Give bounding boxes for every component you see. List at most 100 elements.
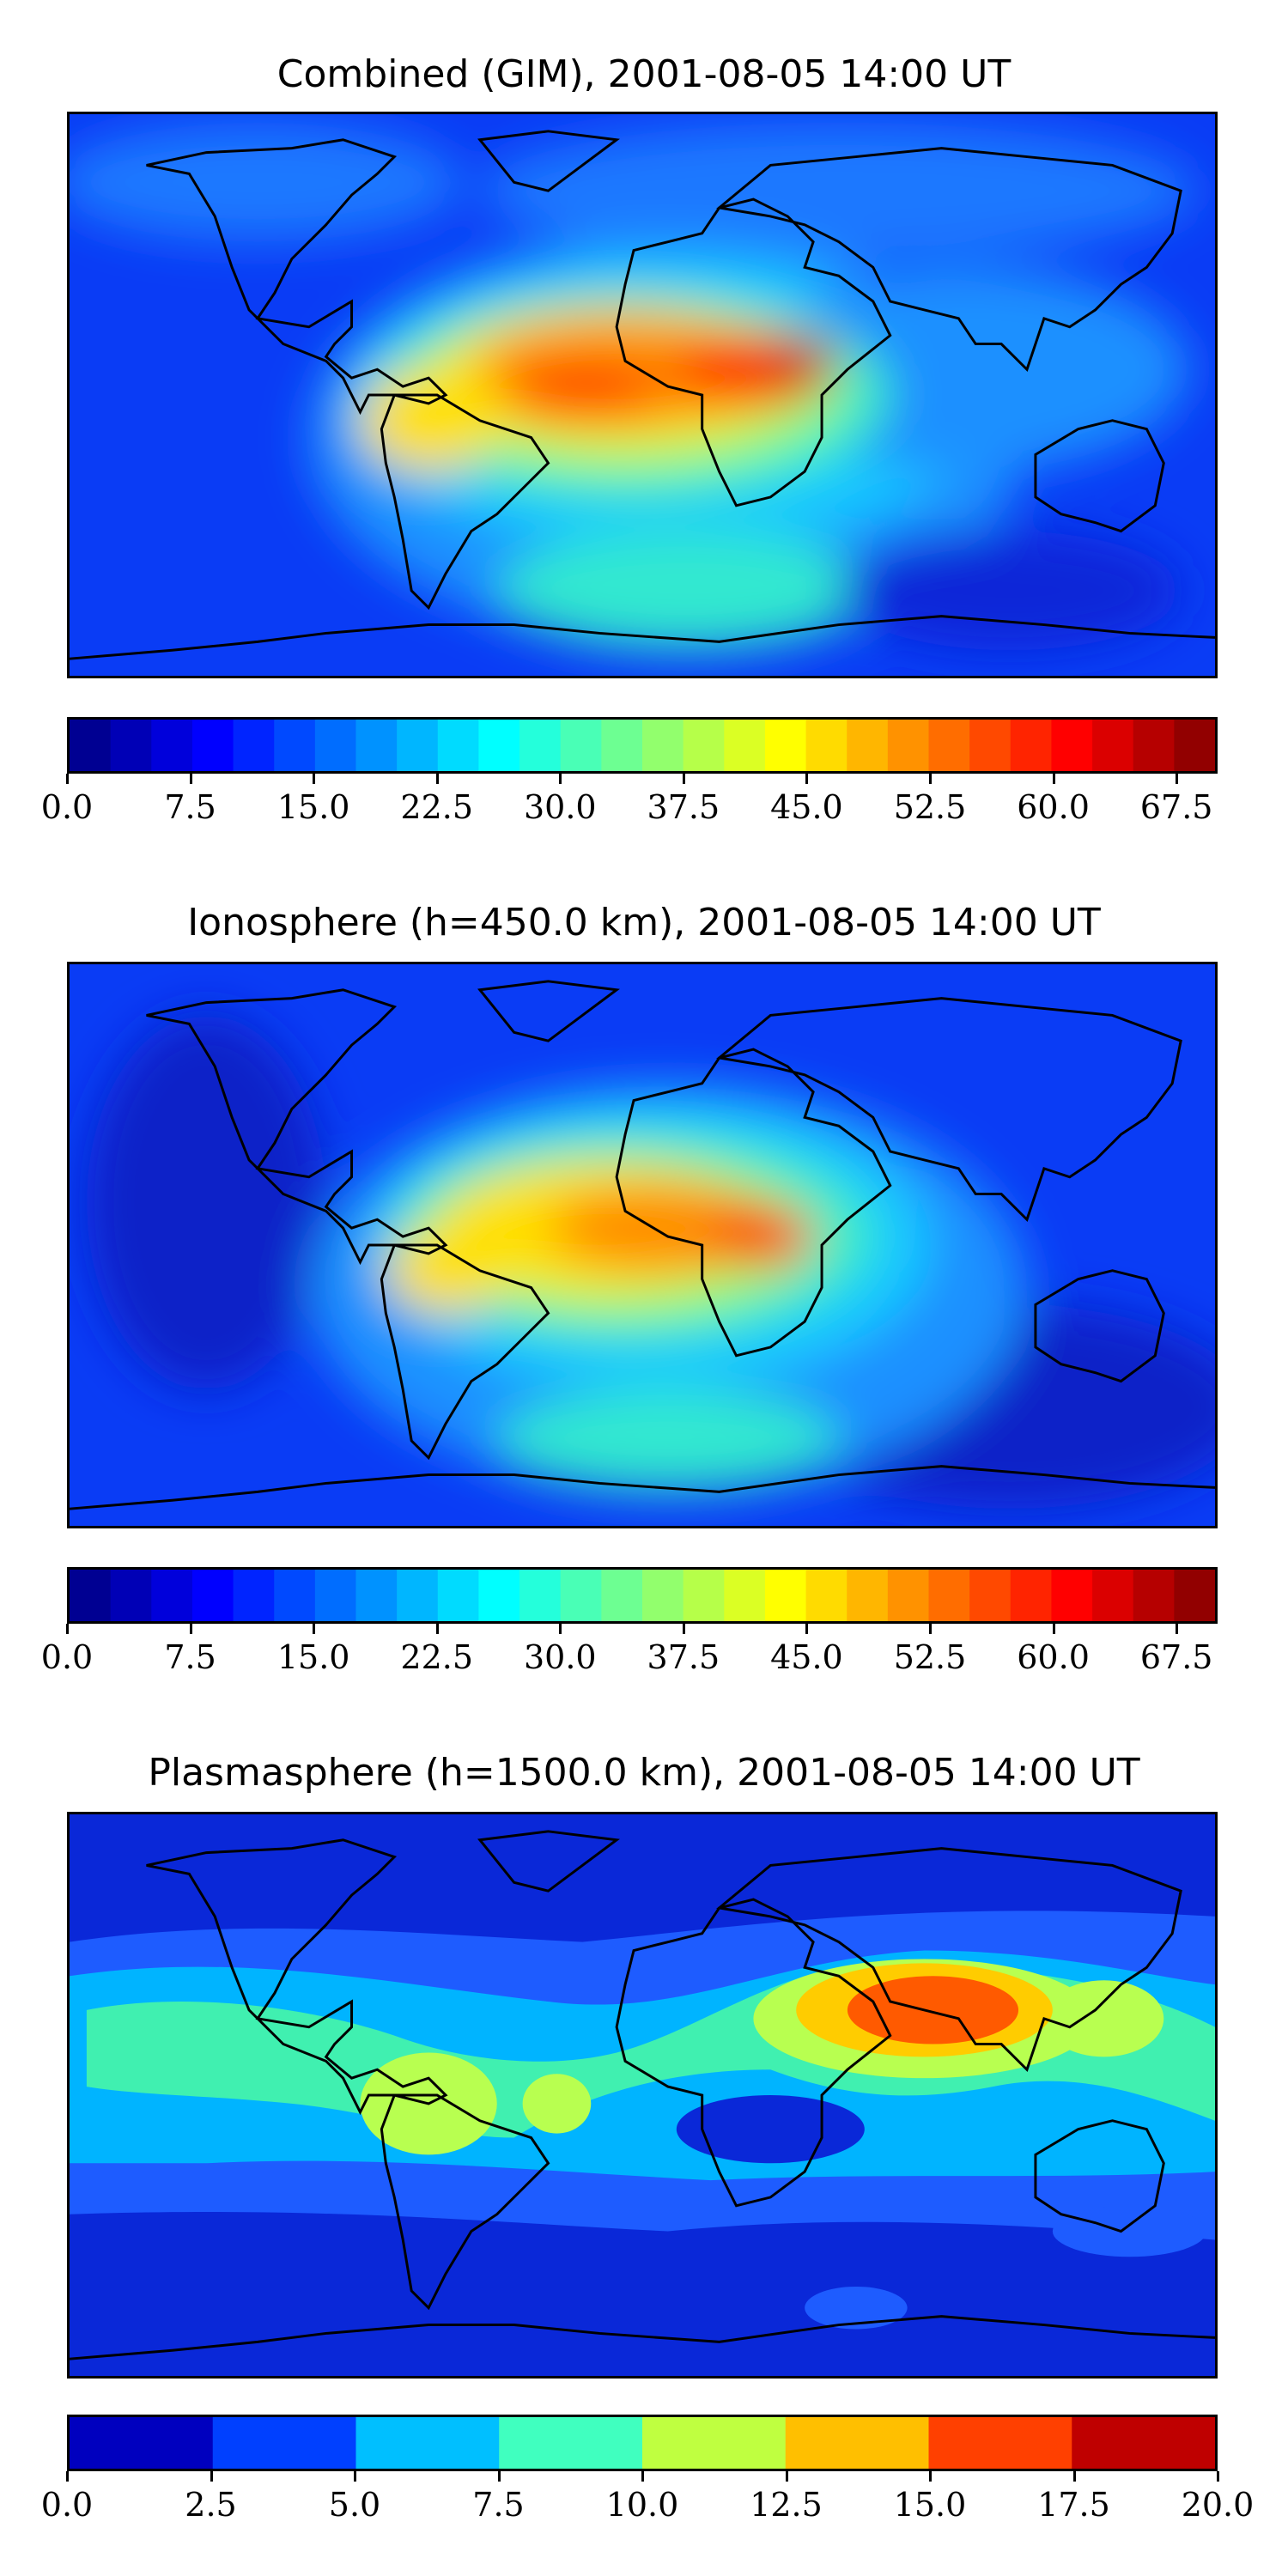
- south-america-coast: [380, 1243, 550, 1461]
- tick-mark: [929, 1624, 932, 1634]
- colorbar-band: [969, 720, 1012, 771]
- colorbar-band: [499, 2417, 643, 2469]
- colorbar-band: [1010, 1570, 1053, 1621]
- greenland-coast: [477, 130, 620, 192]
- colorbar-band: [1051, 1570, 1093, 1621]
- colorbar-band: [642, 1570, 684, 1621]
- colorbar-band: [642, 720, 684, 771]
- tick-mark: [497, 2471, 501, 2482]
- colorbar-band: [928, 720, 970, 771]
- tick-mark: [1072, 2471, 1076, 2482]
- asia-coast: [716, 147, 1182, 373]
- colorbar-band: [887, 1570, 930, 1621]
- antarctica-coast: [70, 1465, 1215, 1510]
- panel-title: Combined (GIM), 2001-08-05 14:00 UT: [276, 52, 1012, 96]
- tick-label: 0.0: [40, 2486, 94, 2524]
- colorbar-band: [805, 1570, 848, 1621]
- colorbar-band: [683, 720, 725, 771]
- map-plasmasphere: [67, 1812, 1218, 2379]
- colorbar-band: [314, 720, 357, 771]
- tick-label: 20.0: [1181, 2486, 1255, 2524]
- tick-label: 37.5: [647, 788, 720, 826]
- tick-mark: [1217, 2471, 1219, 2482]
- colorbar-band: [355, 1570, 398, 1621]
- tick-label: 0.0: [40, 1638, 94, 1676]
- north-america-coast: [146, 988, 448, 1266]
- tick-label: 22.5: [400, 1638, 474, 1676]
- tick-mark: [641, 2471, 644, 2482]
- colorbar-band: [764, 720, 807, 771]
- colorbar-band: [683, 1570, 725, 1621]
- tick-mark: [435, 1624, 439, 1634]
- tick-mark: [1176, 1624, 1179, 1634]
- tec-map: [70, 964, 1215, 1526]
- north-america-coast: [146, 138, 448, 416]
- colorbar-band: [519, 720, 562, 771]
- colorbar-band: [724, 1570, 766, 1621]
- colorbar-ticks: 0.0 2.5 5.0 7.5 10.0 12.5 15.0 17.5 20.0: [41, 2471, 1254, 2524]
- colorbar-band: [1092, 720, 1134, 771]
- colorbar-band: [1092, 1570, 1134, 1621]
- colorbar-band: [887, 720, 930, 771]
- europe-africa-coast: [615, 1048, 892, 1358]
- south-america-coast: [380, 2093, 550, 2311]
- tick-mark: [66, 2471, 69, 2482]
- colorbar-band: [110, 720, 152, 771]
- colorbar-band: [1174, 720, 1215, 771]
- greenland-coast: [477, 1830, 620, 1893]
- colorbar-band: [397, 1570, 439, 1621]
- tick-mark: [682, 1624, 685, 1634]
- tick-label: 45.0: [770, 1638, 843, 1676]
- colorbar-band: [233, 1570, 275, 1621]
- tick-label: 52.5: [893, 1638, 967, 1676]
- colorbar-band: [151, 1570, 193, 1621]
- colorbar-band: [191, 1570, 234, 1621]
- tick-label: 60.0: [1017, 1638, 1090, 1676]
- tick-mark: [66, 774, 69, 784]
- tick-mark: [559, 1624, 562, 1634]
- north-america-coast: [146, 1838, 448, 2116]
- colorbar-band: [805, 720, 848, 771]
- south-america-coast: [380, 393, 550, 611]
- colorbar-band: [110, 1570, 152, 1621]
- colorbar-band: [724, 720, 766, 771]
- colorbar-band: [764, 1570, 807, 1621]
- tick-label: 7.5: [164, 1638, 216, 1676]
- colorbar-band: [212, 2417, 357, 2469]
- tick-label: 67.5: [1139, 1638, 1213, 1676]
- asia-coast: [716, 1847, 1182, 2073]
- tick-mark: [559, 774, 562, 784]
- colorbar-band: [928, 1570, 970, 1621]
- australia-coast: [1034, 2119, 1165, 2233]
- colorbar-band: [191, 720, 234, 771]
- tick-label: 67.5: [1139, 788, 1213, 826]
- tick-mark: [682, 774, 685, 784]
- colorbar-band: [601, 1570, 643, 1621]
- map-ionosphere: [67, 962, 1218, 1528]
- tec-map: [70, 114, 1215, 676]
- tick-mark: [805, 774, 809, 784]
- colorbar-band: [437, 1570, 480, 1621]
- tick-mark: [1176, 774, 1179, 784]
- colorbar-band: [928, 2417, 1072, 2469]
- colorbar-band: [314, 1570, 357, 1621]
- colorbar-ticks: 0.0 7.5 15.0 22.5 30.0 37.5 45.0 52.5 60.0 67.5: [41, 774, 1218, 826]
- tick-mark: [313, 774, 316, 784]
- tick-label: 0.0: [40, 788, 94, 826]
- colorbar-combined: [67, 717, 1218, 774]
- tec-map: [70, 1814, 1215, 2376]
- colorbar-plasmasphere: [67, 2415, 1218, 2471]
- tick-mark: [66, 1624, 69, 1634]
- tick-label: 15.0: [893, 2486, 967, 2524]
- tick-mark: [929, 774, 932, 784]
- greenland-coast: [477, 980, 620, 1042]
- tick-mark: [1052, 1624, 1055, 1634]
- colorbar-band: [1051, 720, 1093, 771]
- tick-mark: [189, 774, 192, 784]
- tick-mark: [313, 1624, 316, 1634]
- tick-mark: [189, 1624, 192, 1634]
- colorbar-band: [151, 720, 193, 771]
- panel-title: Ionosphere (h=450.0 km), 2001-08-05 14:0…: [187, 901, 1101, 945]
- tec-field: [70, 1911, 1215, 2330]
- tick-label: 15.0: [276, 788, 350, 826]
